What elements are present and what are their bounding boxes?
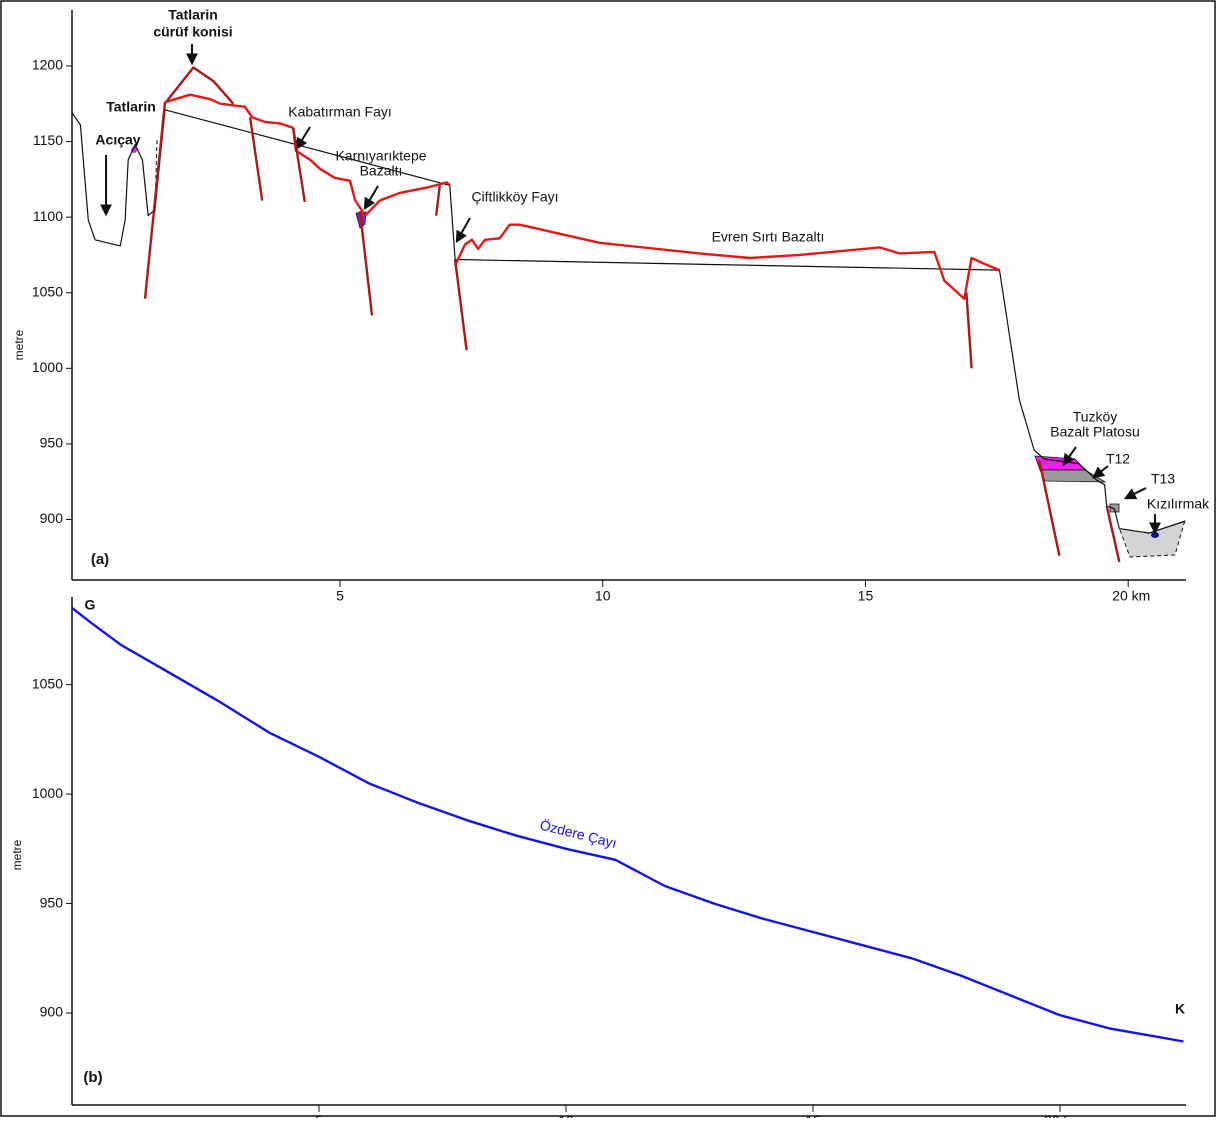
y-tick-label: 1050: [32, 283, 63, 299]
y-tick-label: 1000: [32, 359, 63, 375]
profile-line: [966, 293, 971, 369]
panel-label: (a): [91, 551, 109, 568]
profile-line: [360, 211, 372, 315]
annotation: G: [85, 597, 96, 613]
x-tick-label: 10: [558, 1113, 574, 1118]
y-tick-label: 1000: [32, 785, 63, 801]
annotation: T12: [1106, 451, 1130, 467]
annotation: cürüf konisi: [153, 24, 232, 40]
annotation: Tuzköy: [1073, 409, 1118, 425]
y-tick-label: 900: [40, 1004, 64, 1020]
x-tick-label: 15: [805, 1113, 821, 1118]
y-axis-label: metre: [10, 839, 24, 870]
arrow: [1094, 466, 1108, 477]
arrow: [457, 218, 470, 241]
y-tick-label: 1150: [33, 132, 63, 148]
y-tick-label: 950: [40, 435, 64, 451]
river-fill: [1120, 520, 1185, 557]
annotation: Bazalt Platosu: [1050, 424, 1140, 440]
y-tick-label: 950: [40, 894, 64, 910]
profile-line: [145, 102, 165, 299]
y-tick-label: 1200: [32, 57, 63, 73]
annotation: K: [1175, 1001, 1185, 1017]
arrow: [1126, 488, 1146, 498]
profile-line: [250, 117, 262, 200]
x-tick-label: 5: [315, 1113, 323, 1118]
annotation: Evren Sırtı Bazaltı: [712, 229, 825, 245]
annotation: Acıçay: [95, 132, 140, 148]
y-tick-label: 1100: [33, 208, 63, 224]
profile-line: [455, 260, 467, 351]
profile-line: [72, 110, 1186, 533]
y-axis-label: metre: [12, 329, 26, 360]
annotation: Kabatırman Fayı: [288, 104, 392, 120]
annotation: Karnıyarıktepe: [335, 148, 426, 164]
y-tick-label: 900: [40, 510, 64, 526]
x-tick-label: 10: [595, 588, 611, 604]
annotation: Tatlarin: [106, 99, 156, 115]
profile-line: [1107, 506, 1120, 562]
profile-line: [72, 608, 1184, 1042]
figure: 900 950 1000 1050 1100 1150 1200 5 10 15 20 km metr…: [0, 0, 1217, 1118]
x-tick-label: 5: [336, 588, 344, 604]
x-tick-label: 20 km: [1112, 588, 1150, 604]
profile-line: [436, 185, 440, 215]
annotation: Kızılırmak: [1147, 496, 1210, 512]
annotation: Bazaltı: [360, 163, 403, 179]
x-tick-label: 15: [858, 588, 874, 604]
annotation: Çiftlikköy Fayı: [471, 189, 558, 205]
y-tick-label: 1050: [32, 675, 63, 691]
annotation: T13: [1151, 471, 1175, 487]
x-tick-label: 20 km: [1044, 1113, 1082, 1118]
river-water: [1151, 532, 1159, 538]
frame: [1, 1, 1215, 1116]
panel-label: (b): [83, 1069, 102, 1086]
annotation: Tatlarin: [168, 7, 218, 23]
